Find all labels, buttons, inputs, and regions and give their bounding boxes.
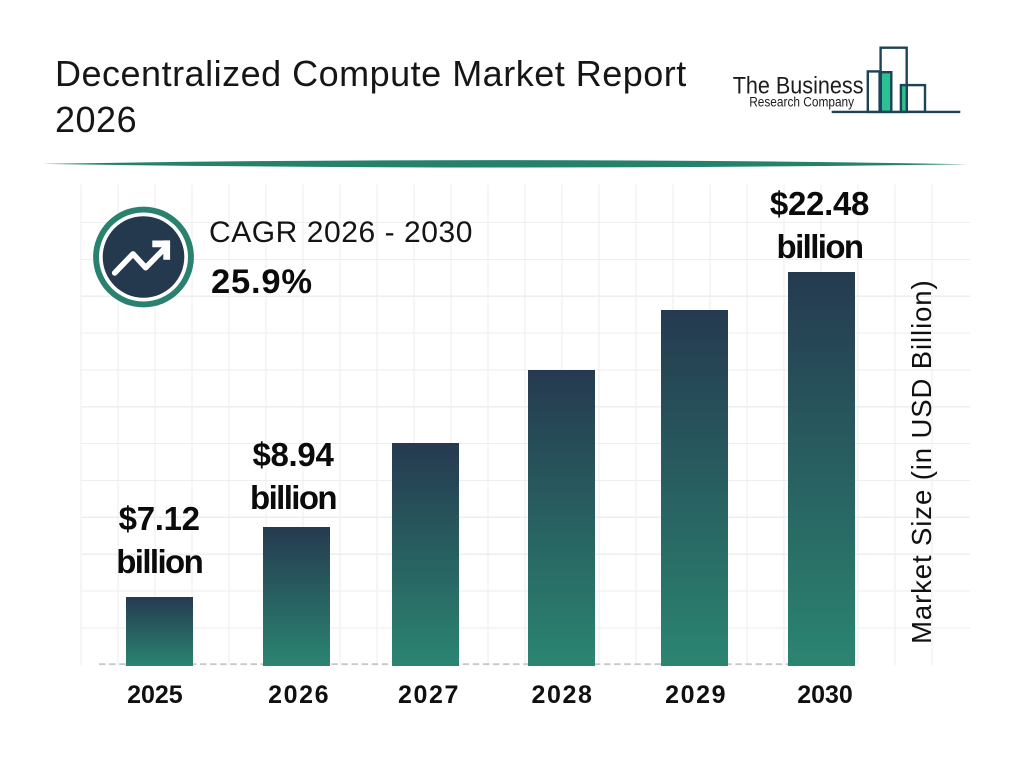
svg-text:Research Company: Research Company [749,95,854,110]
svg-text:The Business: The Business [733,73,864,100]
